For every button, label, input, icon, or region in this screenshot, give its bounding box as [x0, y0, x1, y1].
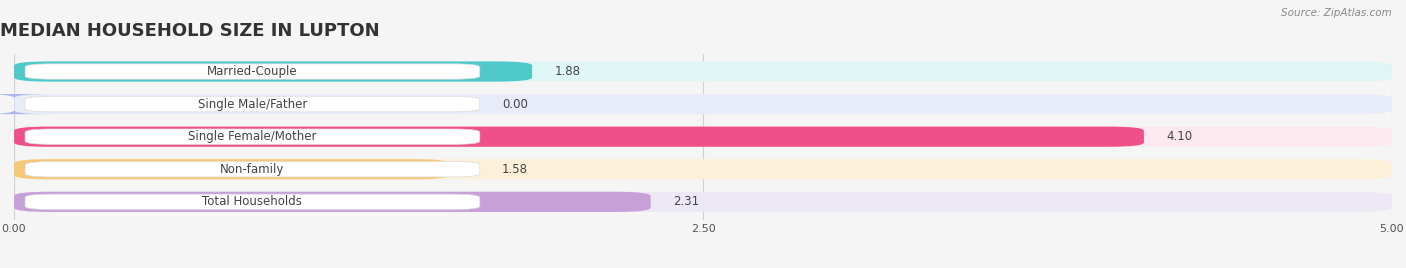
- FancyBboxPatch shape: [14, 94, 1392, 114]
- FancyBboxPatch shape: [25, 96, 479, 112]
- FancyBboxPatch shape: [14, 159, 1392, 179]
- FancyBboxPatch shape: [14, 192, 1392, 212]
- FancyBboxPatch shape: [0, 94, 49, 114]
- FancyBboxPatch shape: [14, 61, 1392, 82]
- FancyBboxPatch shape: [14, 126, 1144, 147]
- FancyBboxPatch shape: [14, 192, 651, 212]
- Text: Source: ZipAtlas.com: Source: ZipAtlas.com: [1281, 8, 1392, 18]
- Text: 0.00: 0.00: [502, 98, 527, 111]
- FancyBboxPatch shape: [25, 64, 479, 79]
- Text: 1.88: 1.88: [554, 65, 581, 78]
- FancyBboxPatch shape: [14, 61, 531, 82]
- Text: Non-family: Non-family: [221, 163, 284, 176]
- Text: Total Households: Total Households: [202, 195, 302, 208]
- Text: MEDIAN HOUSEHOLD SIZE IN LUPTON: MEDIAN HOUSEHOLD SIZE IN LUPTON: [0, 22, 380, 40]
- FancyBboxPatch shape: [25, 194, 479, 210]
- Text: 1.58: 1.58: [502, 163, 527, 176]
- Text: 2.31: 2.31: [672, 195, 699, 208]
- FancyBboxPatch shape: [25, 129, 479, 144]
- FancyBboxPatch shape: [25, 162, 479, 177]
- FancyBboxPatch shape: [14, 126, 1392, 147]
- Text: Single Male/Father: Single Male/Father: [198, 98, 307, 111]
- Text: 4.10: 4.10: [1166, 130, 1192, 143]
- Text: Married-Couple: Married-Couple: [207, 65, 298, 78]
- Text: Single Female/Mother: Single Female/Mother: [188, 130, 316, 143]
- FancyBboxPatch shape: [14, 159, 450, 179]
